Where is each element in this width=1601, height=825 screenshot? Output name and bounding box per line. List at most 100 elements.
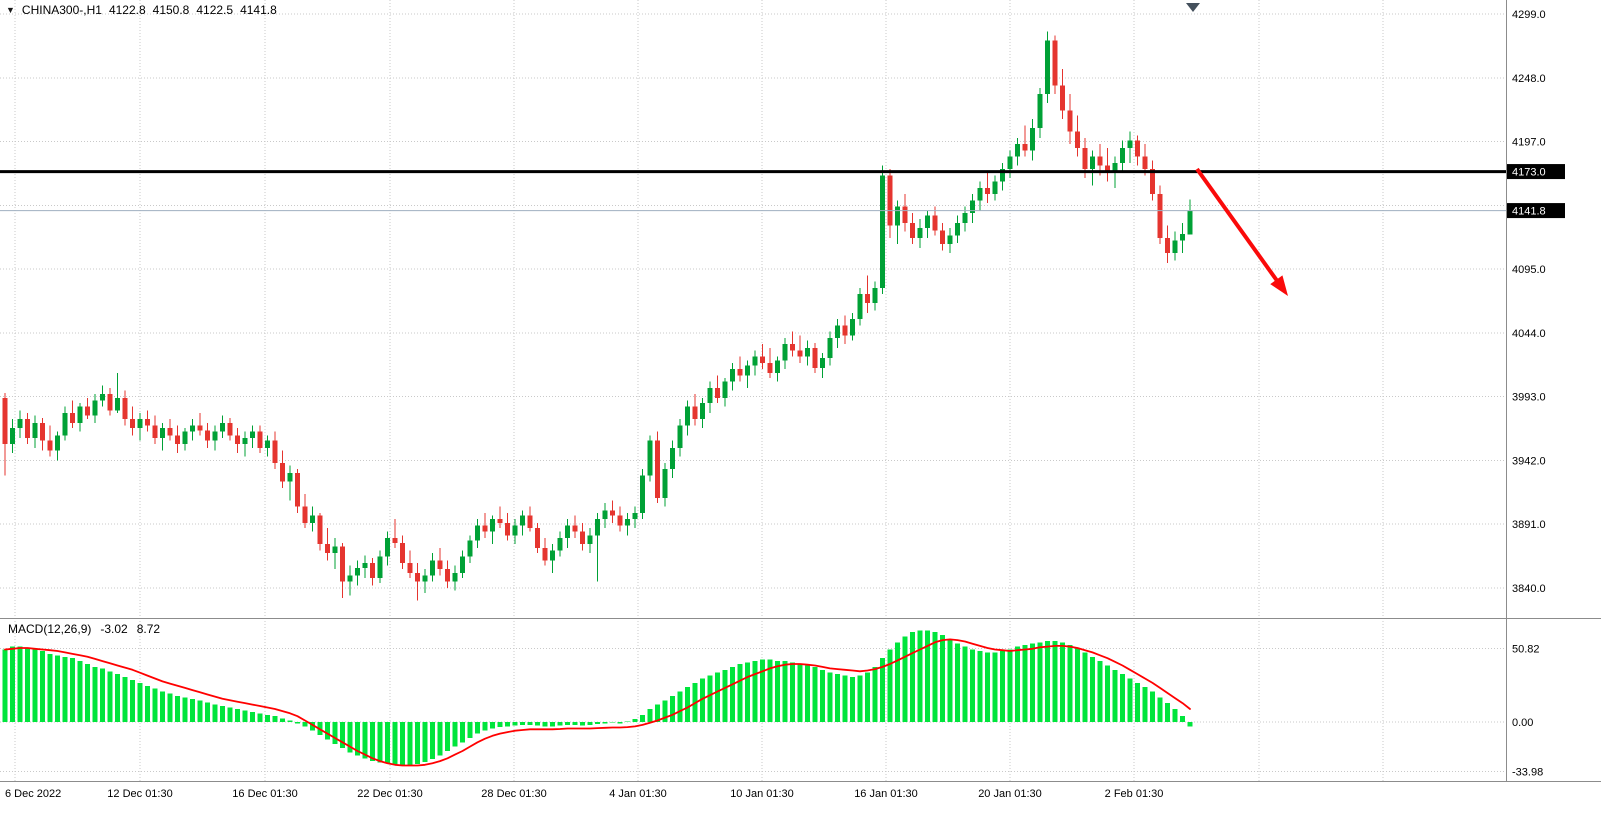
macd-bar — [25, 648, 30, 722]
macd-bar — [587, 722, 593, 725]
macd-bar — [1082, 652, 1088, 722]
candle-body — [955, 222, 960, 236]
chart-shift-marker-icon[interactable] — [1186, 3, 1200, 12]
candle-body — [407, 562, 413, 573]
macd-bar — [760, 659, 765, 722]
macd-bar — [280, 718, 285, 722]
macd-bar — [722, 669, 728, 722]
candle-body — [340, 546, 345, 582]
collapse-ohlc-icon[interactable]: ▼ — [6, 4, 15, 15]
macd-bar — [167, 693, 173, 722]
macd-bar — [767, 659, 773, 722]
macd-bar — [640, 714, 645, 722]
price-tick-label: 4044.0 — [1512, 328, 1546, 340]
trend-arrow-shaft[interactable] — [1195, 167, 1280, 283]
macd-bar — [910, 632, 915, 722]
candle-body — [685, 406, 690, 426]
macd-bar — [242, 710, 248, 722]
macd-bar — [715, 672, 720, 722]
candle-body — [872, 287, 878, 303]
candle-body — [745, 365, 750, 376]
candle-body — [2, 397, 8, 445]
candle-body — [775, 360, 780, 373]
macd-bar — [775, 661, 780, 722]
macd-bar — [580, 722, 585, 726]
macd-bar — [565, 722, 570, 725]
candle-body — [362, 562, 368, 568]
candle-body — [865, 294, 870, 303]
candle-body — [415, 572, 420, 582]
candle-body — [85, 406, 90, 416]
price-tick-label: 4248.0 — [1512, 73, 1546, 85]
macd-bar — [1165, 703, 1170, 722]
macd-name: MACD(12,26,9) — [8, 622, 92, 636]
candle-body — [827, 337, 833, 358]
macd-bar — [1052, 640, 1058, 722]
macd-bar — [235, 708, 240, 722]
candle-body — [1165, 237, 1170, 253]
candle-body — [505, 522, 510, 536]
candle-body — [760, 356, 765, 363]
price-scale[interactable]: 4299.0 4248.0 4197.0 4095.0 4044.0 3993.0 3942… — [1507, 9, 1565, 778]
time-scale[interactable]: 6 Dec 2022 12 Dec 01:30 16 Dec 01:30 22 Dec… — [5, 788, 1163, 800]
time-tick-label: 4 Jan 01:30 — [609, 788, 667, 800]
candle-body — [880, 175, 885, 288]
macd-bar — [490, 722, 495, 729]
candle-body — [1142, 156, 1148, 170]
candle-body — [1172, 240, 1178, 253]
macd-bar — [10, 646, 15, 722]
macd-bar — [932, 632, 938, 722]
macd-bar — [527, 722, 533, 725]
candle-body — [467, 540, 473, 557]
hline-price-badge-label: 4173.0 — [1512, 167, 1546, 179]
candle-body — [370, 562, 375, 578]
macd-bar — [535, 722, 540, 726]
candle-body — [490, 519, 495, 532]
high-value: 4150.8 — [152, 3, 190, 17]
price-tick-label: 3891.0 — [1512, 519, 1546, 531]
macd-bar — [160, 691, 165, 722]
trend-arrow-head[interactable] — [1270, 275, 1288, 296]
candle-body — [700, 402, 705, 420]
macd-bar — [902, 636, 908, 722]
macd-bar — [197, 700, 203, 722]
candle-body — [1105, 165, 1110, 173]
candle-body — [497, 519, 503, 523]
macd-bar — [505, 722, 510, 727]
macd-signal-value: 8.72 — [136, 622, 161, 636]
macd-bar — [32, 649, 38, 722]
candle-body — [812, 347, 818, 368]
macd-bar — [1135, 682, 1140, 722]
candle-body — [782, 344, 788, 361]
candle-body — [1150, 169, 1155, 195]
price-tick-label: 3942.0 — [1512, 455, 1546, 467]
time-tick-label: 10 Jan 01:30 — [730, 788, 794, 800]
time-tick-label: 2 Feb 01:30 — [1105, 788, 1164, 800]
candle-body — [167, 427, 173, 436]
macd-bar — [1045, 640, 1050, 722]
macd-bar — [895, 642, 900, 722]
macd-bar — [400, 722, 405, 765]
candle-body — [1030, 127, 1035, 151]
candle-body — [17, 419, 23, 428]
candle-body — [272, 440, 278, 463]
candle-body — [400, 542, 405, 563]
macd-bar — [827, 672, 833, 722]
candlestick-series — [2, 31, 1193, 601]
macd-indicator-label: MACD(12,26,9) -3.02 8.72 — [8, 622, 160, 636]
candle-body — [662, 469, 668, 498]
macd-bar — [1000, 650, 1005, 722]
macd-bar — [700, 678, 705, 722]
candle-body — [130, 419, 135, 428]
macd-bar — [1187, 722, 1193, 727]
candle-body — [595, 519, 600, 536]
macd-bar — [325, 722, 330, 740]
candle-body — [617, 515, 623, 526]
candle-body — [295, 472, 300, 507]
candle-body — [527, 515, 533, 528]
macd-bar — [227, 707, 233, 722]
candle-body — [1000, 169, 1005, 182]
price-tick-label: 3993.0 — [1512, 392, 1546, 404]
candle-body — [1180, 234, 1185, 241]
